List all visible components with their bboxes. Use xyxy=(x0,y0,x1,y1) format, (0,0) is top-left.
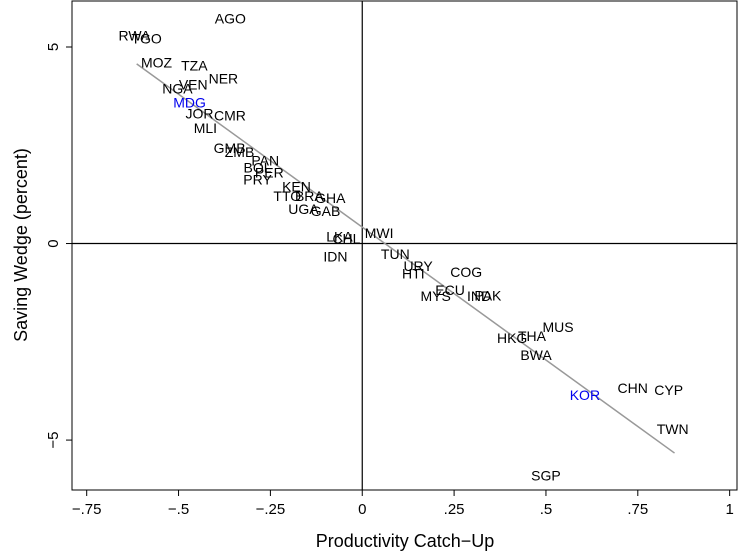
point-label: JOR xyxy=(185,106,213,122)
y-axis-title: Saving Wedge (percent) xyxy=(11,148,31,342)
point-label: BWA xyxy=(520,347,552,363)
point-label: PAN xyxy=(251,152,279,168)
point-label: PAK xyxy=(474,287,502,303)
point-label: BRA xyxy=(295,188,324,204)
point-label: TGO xyxy=(131,31,161,47)
fit-line xyxy=(136,63,675,454)
point-label: ECU xyxy=(435,282,465,298)
point-label: ZMB xyxy=(225,144,255,160)
y-tick-label: 5 xyxy=(45,43,62,51)
point-label: UGA xyxy=(288,201,319,217)
point-label: MDG xyxy=(173,95,206,111)
point-label: IDN xyxy=(323,248,347,264)
point-label: IND xyxy=(467,288,491,304)
point-label: NER xyxy=(209,71,239,87)
point-label: AGO xyxy=(215,11,246,27)
point-label: CHL xyxy=(332,230,360,246)
point-label: HKG xyxy=(497,330,527,346)
x-tick-label: 0 xyxy=(358,501,366,518)
point-label: TWN xyxy=(657,421,689,437)
point-label: CYP xyxy=(654,382,683,398)
x-tick-label: −.5 xyxy=(168,501,189,518)
point-label: PER xyxy=(255,164,284,180)
point-label: MOZ xyxy=(141,55,173,71)
point-label: MUS xyxy=(543,319,574,335)
point-label: KEN xyxy=(282,178,311,194)
point-label: HTI xyxy=(402,265,425,281)
point-label: GHA xyxy=(315,190,346,206)
x-tick-label: 1 xyxy=(725,501,733,518)
point-label: THA xyxy=(518,328,547,344)
point-label: RWA xyxy=(119,27,152,43)
point-label: SGP xyxy=(531,468,561,484)
point-label: VEN xyxy=(179,77,208,93)
x-tick-label: .5 xyxy=(540,501,553,518)
point-label: CHN xyxy=(617,380,647,396)
x-tick-label: .75 xyxy=(627,501,648,518)
x-axis-title: Productivity Catch−Up xyxy=(316,531,495,551)
point-label: KOR xyxy=(570,387,600,403)
x-tick-label: −.25 xyxy=(256,501,286,518)
y-tick-label: −5 xyxy=(45,432,62,449)
point-label: LKA xyxy=(326,228,353,244)
point-label: TUN xyxy=(381,246,410,262)
point-label: BOL xyxy=(244,160,272,176)
point-label: TZA xyxy=(181,58,208,74)
point-label: NGA xyxy=(162,81,193,97)
point-label: TTO xyxy=(273,188,301,204)
plot-frame xyxy=(71,0,738,491)
point-label: URY xyxy=(403,258,433,274)
point-label: GAB xyxy=(311,203,341,219)
point-label: MWI xyxy=(365,225,394,241)
x-tick-label: .25 xyxy=(444,501,465,518)
point-label: COG xyxy=(450,264,482,280)
point-label: PRY xyxy=(243,171,272,187)
point-label: CMR xyxy=(214,108,246,124)
x-tick-label: −.75 xyxy=(72,501,102,518)
y-tick-label: 0 xyxy=(45,239,62,247)
point-label: GMB xyxy=(214,140,246,156)
point-label: MYS xyxy=(421,288,451,304)
point-label: MLI xyxy=(194,120,217,136)
